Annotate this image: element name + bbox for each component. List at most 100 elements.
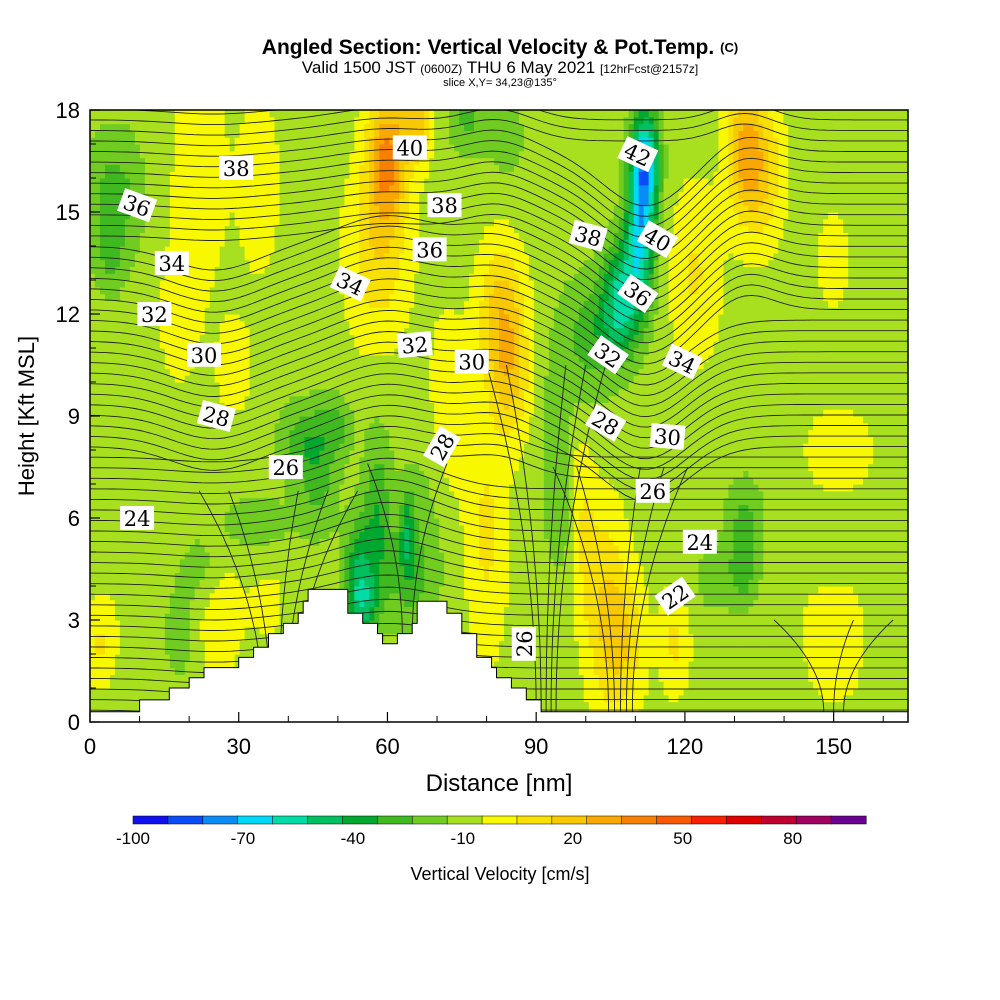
velocity-cell <box>119 640 126 648</box>
velocity-cell <box>324 246 331 254</box>
velocity-cell <box>90 626 96 635</box>
velocity-cell <box>319 144 326 152</box>
velocity-cell <box>349 150 355 159</box>
velocity-cell <box>144 137 151 145</box>
velocity-cell <box>104 334 111 342</box>
velocity-cell <box>254 218 261 227</box>
velocity-cell <box>339 130 345 138</box>
velocity-cell <box>344 320 350 329</box>
velocity-cell <box>109 463 116 471</box>
velocity-cell <box>359 375 365 383</box>
velocity-cell <box>359 558 365 567</box>
velocity-cell <box>214 293 221 301</box>
velocity-cell <box>294 545 301 553</box>
velocity-cell <box>199 225 206 233</box>
velocity-cell <box>94 320 101 329</box>
velocity-cell <box>94 198 101 206</box>
velocity-cell <box>149 456 156 465</box>
velocity-cell <box>239 586 246 594</box>
velocity-cell <box>319 286 326 295</box>
velocity-cell <box>164 402 171 410</box>
velocity-cell <box>309 436 316 444</box>
velocity-cell <box>129 647 136 655</box>
velocity-cell <box>129 300 136 308</box>
velocity-cell <box>109 150 116 159</box>
velocity-cell <box>164 524 171 533</box>
velocity-cell <box>274 497 281 505</box>
velocity-cell <box>149 490 156 499</box>
velocity-cell <box>269 477 276 485</box>
velocity-cell <box>359 484 365 492</box>
velocity-cell <box>334 368 340 376</box>
velocity-cell <box>354 388 360 397</box>
velocity-cell <box>324 531 331 539</box>
velocity-cell <box>329 443 335 451</box>
velocity-cell <box>344 429 350 437</box>
velocity-cell <box>149 286 156 295</box>
velocity-cell <box>254 198 261 206</box>
velocity-cell <box>194 266 201 274</box>
velocity-cell <box>124 157 131 165</box>
velocity-cell <box>169 348 176 356</box>
velocity-cell <box>224 314 231 322</box>
velocity-cell <box>174 191 181 199</box>
velocity-cell <box>314 477 321 485</box>
velocity-cell <box>154 341 161 349</box>
velocity-cell <box>274 443 281 451</box>
velocity-cell <box>319 450 326 458</box>
velocity-cell <box>229 212 236 220</box>
velocity-cell <box>224 456 231 465</box>
velocity-cell <box>274 137 281 145</box>
velocity-cell <box>204 334 211 342</box>
velocity-cell <box>119 144 126 152</box>
velocity-cell <box>134 354 141 363</box>
velocity-cell <box>90 123 96 131</box>
velocity-cell <box>224 178 231 186</box>
velocity-cell <box>209 463 216 471</box>
velocity-cell <box>184 497 191 505</box>
velocity-cell <box>164 538 171 546</box>
velocity-cell <box>134 436 141 444</box>
velocity-cell <box>149 633 156 641</box>
velocity-cell <box>334 205 340 213</box>
velocity-cell <box>199 307 206 315</box>
velocity-cell <box>199 620 206 628</box>
velocity-cell <box>219 606 226 614</box>
velocity-cell <box>334 184 340 193</box>
velocity-cell <box>104 382 111 390</box>
velocity-cell <box>174 626 181 635</box>
velocity-cell <box>349 191 355 199</box>
velocity-cell <box>119 633 126 641</box>
velocity-cell <box>289 320 296 329</box>
velocity-cell <box>329 198 335 206</box>
velocity-cell <box>159 545 166 553</box>
velocity-cell <box>144 579 151 587</box>
velocity-cell <box>349 484 355 492</box>
velocity-cell <box>239 178 246 186</box>
velocity-cell <box>279 225 286 233</box>
velocity-cell <box>294 232 301 240</box>
velocity-cell <box>149 470 156 478</box>
velocity-cell <box>219 252 226 261</box>
velocity-cell <box>269 620 276 628</box>
velocity-cell <box>244 239 251 247</box>
velocity-cell <box>154 388 161 397</box>
velocity-cell <box>294 354 301 363</box>
velocity-cell <box>294 239 301 247</box>
velocity-cell <box>279 388 286 397</box>
velocity-cell <box>169 232 176 240</box>
velocity-cell <box>269 239 276 247</box>
velocity-cell <box>90 416 96 424</box>
velocity-cell <box>99 606 106 614</box>
velocity-cell <box>209 640 216 648</box>
velocity-cell <box>244 178 251 186</box>
velocity-cell <box>134 579 141 587</box>
velocity-cell <box>319 246 326 254</box>
velocity-cell <box>339 382 345 390</box>
velocity-cell <box>164 654 171 662</box>
velocity-cell <box>139 232 146 240</box>
velocity-cell <box>199 654 206 662</box>
velocity-cell <box>339 157 345 165</box>
velocity-cell <box>104 640 111 648</box>
velocity-cell <box>134 361 141 369</box>
